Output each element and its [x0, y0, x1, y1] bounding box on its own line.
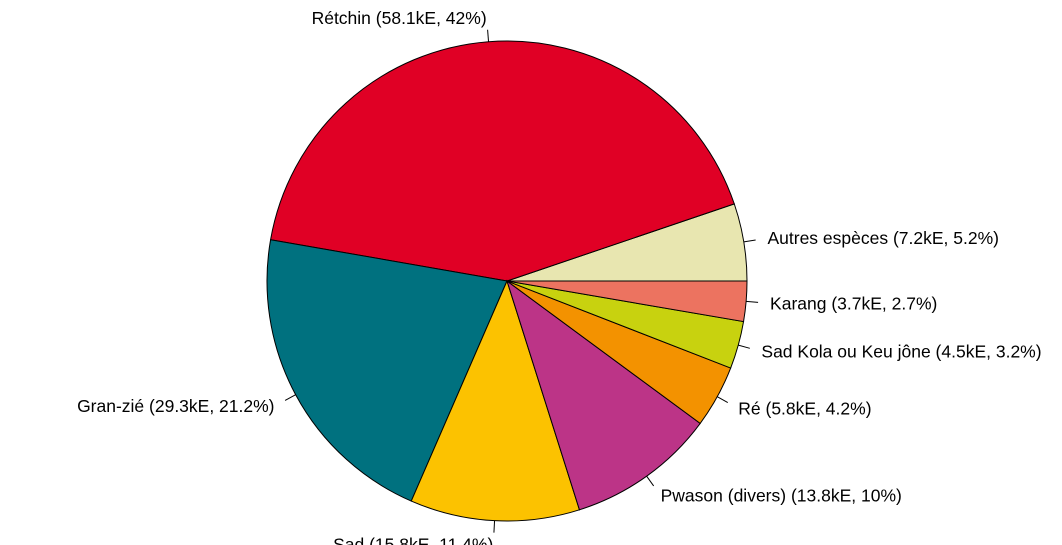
leader-line-karang — [746, 300, 759, 303]
leader-line-retchin — [487, 29, 490, 42]
pie-slice-sad — [410, 279, 581, 522]
slice-label-pwason-divers: Pwason (divers) (13.8kE, 10%) — [661, 486, 902, 506]
pie-slice-gran-zie — [266, 239, 508, 502]
leader-line-re — [717, 396, 729, 403]
leader-line-sad-kola-ou-keu-jone — [738, 344, 750, 349]
pie-leader-lines — [284, 29, 759, 533]
slice-label-karang: Karang (3.7kE, 2.7%) — [770, 293, 937, 313]
leader-line-pwason-divers — [646, 475, 655, 487]
pie-slices — [266, 40, 748, 522]
leader-line-sad — [493, 520, 496, 533]
slice-label-gran-zie: Gran-zié (29.3kE, 21.2%) — [77, 396, 274, 416]
slice-label-autres-especes: Autres espèces (7.2kE, 5.2%) — [767, 228, 999, 248]
slice-label-re: Ré (5.8kE, 4.2%) — [738, 398, 871, 418]
leader-line-gran-zie — [284, 394, 296, 401]
slice-label-sad-kola-ou-keu-jone: Sad Kola ou Keu jône (4.5kE, 3.2%) — [761, 342, 1041, 362]
leader-line-autres-especes — [743, 239, 756, 243]
slice-label-sad: Sad (15.8kE, 11.4%) — [333, 535, 493, 545]
pie-labels: Autres espèces (7.2kE, 5.2%) Rétchin (58.… — [77, 8, 1042, 545]
slice-label-retchin: Rétchin (58.1kE, 42%) — [312, 8, 487, 28]
pie-slice-karang — [506, 280, 748, 323]
